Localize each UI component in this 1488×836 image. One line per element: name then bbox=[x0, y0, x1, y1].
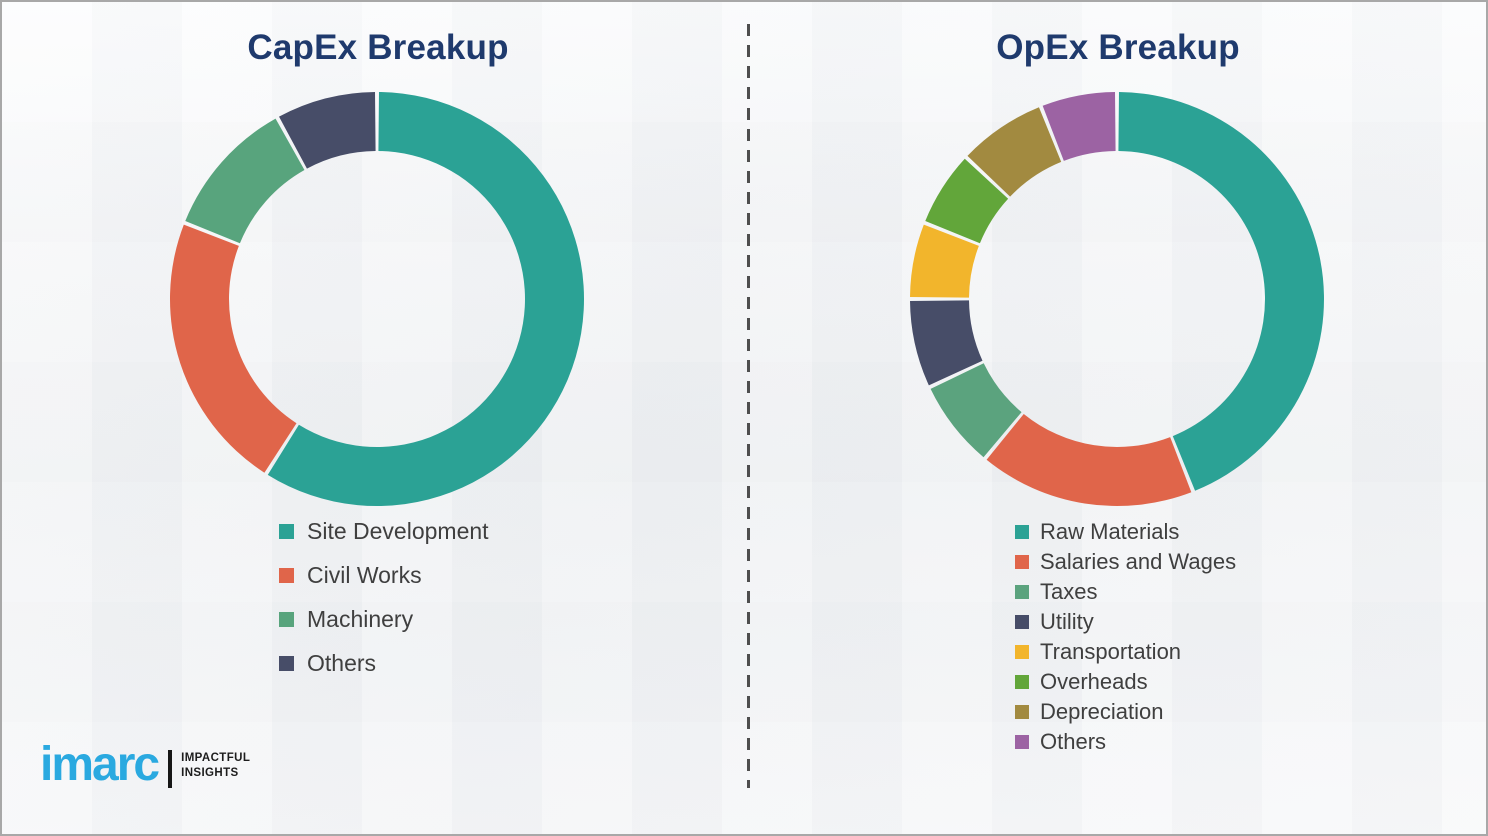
legend-swatch-icon bbox=[1015, 525, 1029, 539]
legend-item-others: Others bbox=[1015, 727, 1236, 757]
logo-tagline-line1: IMPACTFUL bbox=[181, 752, 251, 764]
legend-swatch-icon bbox=[1015, 735, 1029, 749]
legend-label: Overheads bbox=[1040, 669, 1148, 694]
legend-item-taxes: Taxes bbox=[1015, 577, 1236, 607]
donut-segment-utility bbox=[910, 300, 983, 386]
legend-swatch-icon bbox=[279, 523, 294, 539]
legend-item-raw-materials: Raw Materials bbox=[1015, 517, 1236, 547]
donut-segment-site-development bbox=[267, 92, 585, 507]
legend-item-civil-works: Civil Works bbox=[279, 553, 489, 597]
donut-segment-civil-works bbox=[169, 224, 297, 473]
legend-item-salaries-and-wages: Salaries and Wages bbox=[1015, 547, 1236, 577]
logo-divider-bar bbox=[168, 750, 173, 788]
legend-label: Others bbox=[1040, 729, 1107, 754]
donut-segment-others bbox=[1042, 92, 1116, 161]
legend-label: Depreciation bbox=[1040, 699, 1164, 724]
legend-swatch-icon bbox=[1015, 705, 1029, 719]
legend-swatch-icon bbox=[1015, 615, 1029, 629]
logo-tagline: IMPACTFUL INSIGHTS bbox=[181, 751, 250, 781]
legend-label: Raw Materials bbox=[1040, 519, 1180, 544]
legend-swatch-icon bbox=[1015, 645, 1029, 659]
donut-segment-machinery bbox=[185, 118, 305, 244]
legend-item-utility: Utility bbox=[1015, 607, 1236, 637]
legend-label: Transportation bbox=[1040, 639, 1182, 664]
legend-swatch-icon bbox=[1015, 675, 1029, 689]
logo-tagline-line2: INSIGHTS bbox=[181, 766, 239, 779]
divider-dashed-line bbox=[747, 24, 750, 788]
donut-segment-taxes bbox=[930, 363, 1022, 458]
legend-swatch-icon bbox=[279, 567, 294, 583]
legend-label: Utility bbox=[1040, 609, 1094, 634]
imarc-brand-text: imarc bbox=[40, 738, 160, 791]
legend-item-depreciation: Depreciation bbox=[1015, 697, 1236, 727]
opex-donut-chart bbox=[910, 92, 1324, 507]
legend-label: Others bbox=[307, 649, 377, 676]
capex-legend: Site Development Civil Works Machinery Othe… bbox=[279, 509, 489, 685]
legend-item-overheads: Overheads bbox=[1015, 667, 1236, 697]
legend-item-machinery: Machinery bbox=[279, 597, 489, 641]
legend-swatch-icon bbox=[1015, 555, 1029, 569]
donut-segment-overheads bbox=[925, 158, 1009, 244]
donut-segment-others bbox=[279, 92, 376, 169]
donut-segment-salaries-and-wages bbox=[986, 413, 1192, 507]
legend-item-site-development: Site Development bbox=[279, 509, 489, 553]
capex-title: CapEx Breakup bbox=[247, 28, 509, 67]
legend-label: Machinery bbox=[307, 605, 414, 632]
legend-label: Salaries and Wages bbox=[1040, 549, 1237, 574]
legend-swatch-icon bbox=[1015, 585, 1029, 599]
donut-segment-depreciation bbox=[967, 107, 1062, 197]
donut-segment-transportation bbox=[910, 224, 979, 298]
capex-donut-chart bbox=[169, 92, 585, 507]
legend-label: Site Development bbox=[307, 517, 489, 544]
imarc-logo: imarc IMPACTFUL INSIGHTS bbox=[40, 736, 250, 794]
donut-segment-raw-materials bbox=[1118, 92, 1324, 491]
legend-item-transportation: Transportation bbox=[1015, 637, 1236, 667]
opex-legend: Raw Materials Salaries and Wages Taxes Util… bbox=[1015, 517, 1236, 757]
legend-label: Taxes bbox=[1040, 579, 1098, 604]
legend-swatch-icon bbox=[279, 611, 294, 627]
legend-item-others: Others bbox=[279, 641, 489, 685]
legend-label: Civil Works bbox=[307, 561, 422, 588]
opex-title: OpEx Breakup bbox=[996, 28, 1240, 67]
legend-swatch-icon bbox=[279, 655, 294, 671]
